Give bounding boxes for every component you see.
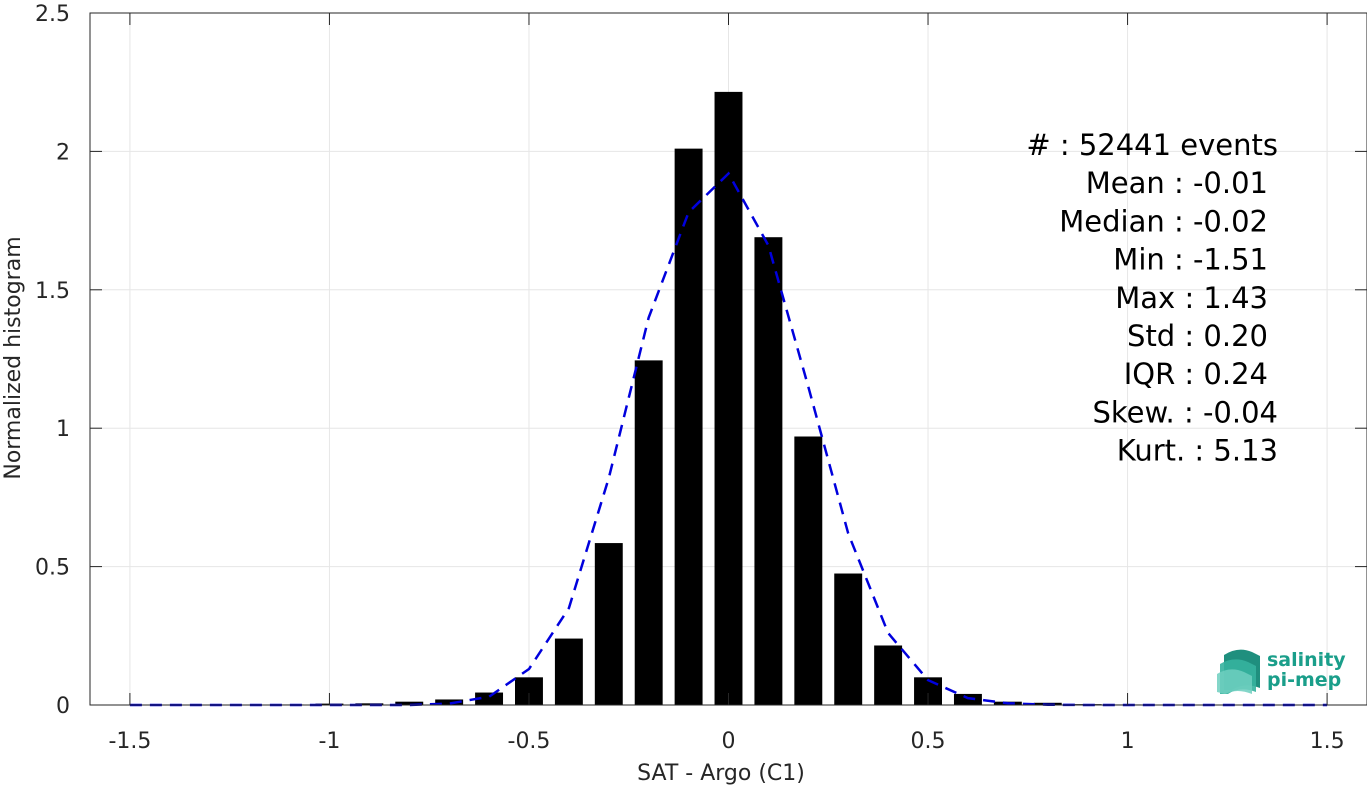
histogram-bar: [754, 237, 783, 705]
histogram-bar: [594, 543, 623, 705]
stats-line: # : 52441 events: [1026, 128, 1278, 162]
logo-text-line2: pi-mep: [1267, 669, 1341, 691]
histogram-bar: [874, 645, 903, 705]
histogram-bar: [674, 148, 703, 705]
x-tick-label: 1: [1121, 729, 1135, 754]
salinity-pi-mep-logo: salinity pi-mep: [1217, 649, 1346, 694]
histogram-bar: [395, 701, 424, 705]
histogram-bar: [355, 703, 384, 705]
y-tick-label: 0.5: [35, 556, 70, 581]
y-tick-label: 2.5: [35, 2, 70, 27]
histogram-bar: [794, 436, 823, 705]
x-tick-label: 0.5: [911, 729, 946, 754]
x-tick-label: -1.5: [108, 729, 151, 754]
logo-waves-icon: [1217, 649, 1260, 694]
y-tick-label: 1: [56, 417, 70, 442]
y-axis-ticks: 0 0.5 1 1.5 2 2.5: [35, 2, 1367, 719]
histogram-bar: [435, 699, 464, 705]
histogram-bar: [714, 91, 743, 705]
stats-annotation: # : 52441 events Mean : -0.01 Median : -0.…: [1026, 128, 1278, 468]
histogram-bar: [953, 693, 982, 705]
logo-text-line1: salinity: [1267, 649, 1346, 671]
stats-line: Kurt. : 5.13: [1117, 434, 1278, 468]
x-tick-label: 1.5: [1310, 729, 1345, 754]
stats-line: Skew. : -0.04: [1092, 395, 1278, 429]
y-axis-title: Normalized histogram: [1, 236, 26, 479]
x-tick-label: -0.5: [508, 729, 551, 754]
x-axis-title: SAT - Argo (C1): [637, 761, 805, 786]
stats-line: Min : -1.51: [1113, 243, 1268, 277]
stats-line: Std : 0.20: [1127, 319, 1268, 353]
histogram-bar: [554, 638, 583, 705]
x-tick-label: 0: [722, 729, 736, 754]
stats-line: Mean : -0.01: [1086, 166, 1268, 200]
y-tick-label: 1.5: [35, 279, 70, 304]
x-tick-label: -1: [318, 729, 340, 754]
y-tick-label: 2: [56, 140, 70, 165]
x-axis-ticks: -1.5 -1 -0.5 0 0.5 1 1.5: [108, 13, 1345, 754]
histogram-bars: [115, 91, 1342, 706]
histogram-bar: [834, 573, 863, 705]
stats-line: Median : -0.02: [1059, 204, 1268, 238]
histogram-bar: [475, 692, 504, 705]
histogram-bar: [634, 360, 663, 705]
stats-line: Max : 1.43: [1115, 281, 1268, 315]
y-tick-label: 0: [56, 694, 70, 719]
stats-line: IQR : 0.24: [1124, 357, 1268, 391]
